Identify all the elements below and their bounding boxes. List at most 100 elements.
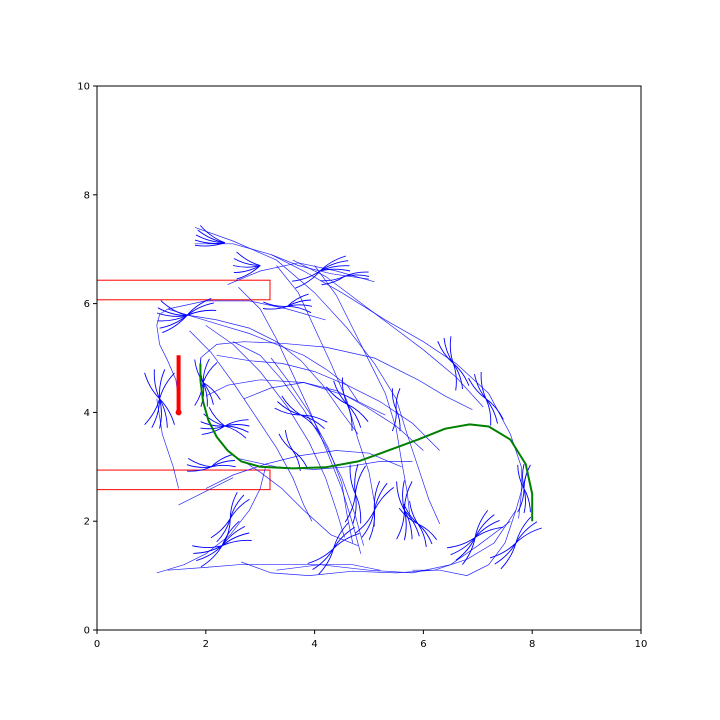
tree-branch — [300, 414, 321, 435]
tree-branch — [391, 388, 397, 410]
tree-branch — [229, 491, 238, 519]
tree-branch — [361, 510, 375, 538]
x-tick-label: 6 — [420, 639, 426, 650]
tree-branch — [157, 315, 187, 322]
tree-branch — [263, 301, 288, 307]
tree-branch — [346, 403, 362, 428]
tree-branch — [194, 239, 225, 244]
tree-branch — [404, 509, 420, 537]
tree-branch — [368, 510, 376, 540]
tree-branch — [200, 382, 205, 408]
tree-branch — [236, 265, 261, 280]
tree-branch — [159, 398, 175, 425]
tree-branch — [333, 380, 348, 405]
tree-branch — [398, 507, 419, 525]
tree-branch — [281, 395, 302, 416]
tree-branch — [224, 419, 249, 427]
tree-branch — [462, 537, 476, 565]
tree-branch — [346, 404, 353, 432]
tree-branch — [452, 363, 464, 390]
tree-branch — [210, 460, 235, 468]
tree-branch — [354, 464, 359, 495]
tree-branch — [489, 542, 517, 559]
tree-branch — [287, 293, 309, 307]
y-tick-label: 6 — [84, 299, 90, 310]
x-tick-label: 10 — [635, 639, 648, 650]
tree-branch — [344, 271, 369, 277]
tree-branch — [202, 362, 218, 383]
tree-branch — [474, 510, 489, 538]
tree-branch — [453, 363, 470, 386]
tree-branch — [162, 315, 188, 334]
tree-branch — [480, 371, 487, 399]
tree-branch — [373, 487, 394, 511]
tree-branch — [523, 488, 526, 514]
tree-branch — [307, 548, 334, 564]
tree-branch — [144, 398, 161, 426]
tree-edge — [243, 382, 424, 451]
tree-branch — [455, 537, 476, 561]
y-tick-label: 4 — [84, 408, 90, 419]
tree-branch — [216, 518, 231, 543]
tree-branch — [159, 372, 175, 399]
tree-branch — [236, 251, 261, 266]
tree-branch — [396, 510, 405, 540]
tree-branch — [354, 510, 375, 534]
x-tick-label: 4 — [311, 639, 317, 650]
tree-branch — [391, 409, 397, 432]
tree-edge — [156, 398, 179, 489]
axes-frame — [96, 85, 642, 631]
tree-branch — [395, 388, 401, 410]
tree-branch — [373, 482, 388, 511]
tree-edge — [412, 510, 517, 576]
tree-branch — [354, 493, 362, 524]
tree-branch — [522, 463, 525, 489]
tree-branch — [195, 234, 225, 244]
tree-branch — [474, 526, 504, 538]
tree-branch — [452, 363, 457, 391]
tree-branch — [193, 545, 223, 554]
tree-branch — [468, 377, 487, 400]
x-tick-label: 8 — [529, 639, 535, 650]
tree-branch — [202, 358, 210, 383]
tree-branch — [211, 464, 236, 468]
tree-edge — [189, 330, 313, 522]
x-axis-ticks: 0 2 4 6 8 10 — [94, 630, 648, 650]
tree-branch — [186, 297, 212, 316]
tree-branch — [203, 413, 225, 427]
tree-branch — [224, 425, 247, 439]
tree-edge — [167, 564, 380, 571]
branch-fan-layer — [144, 225, 542, 575]
tree-branch — [344, 493, 356, 523]
tree-branch — [221, 520, 240, 546]
tree-branch — [485, 398, 498, 424]
tree-branch — [287, 304, 313, 307]
tree-branch — [160, 300, 187, 317]
tree-branch — [196, 545, 223, 562]
tree-branch — [277, 401, 302, 416]
tree-branch — [409, 500, 419, 525]
tree-branch — [523, 488, 531, 513]
y-tick-label: 2 — [84, 517, 90, 528]
tree-edge — [270, 254, 370, 280]
tree-edge — [156, 466, 266, 574]
tree-branch — [300, 414, 325, 430]
tree-branch — [443, 337, 454, 364]
tree-branch — [224, 424, 250, 427]
tree-branch — [319, 268, 351, 272]
tree-branch — [278, 433, 294, 451]
tree-branch — [295, 270, 321, 289]
tree-branch — [210, 518, 231, 539]
tree-edge — [167, 300, 326, 321]
tree-branch — [403, 510, 407, 541]
tree-branch — [274, 407, 302, 416]
tree-branch — [485, 398, 504, 420]
tree-branch — [157, 307, 187, 317]
y-axis-ticks: 0 2 4 6 8 10 — [77, 82, 97, 637]
tree-branch — [515, 521, 538, 544]
tree-branch — [187, 458, 212, 468]
tree-branch — [347, 403, 369, 422]
tree-branch — [352, 493, 357, 524]
tree-branch — [395, 409, 401, 432]
tree-branch — [186, 309, 217, 317]
